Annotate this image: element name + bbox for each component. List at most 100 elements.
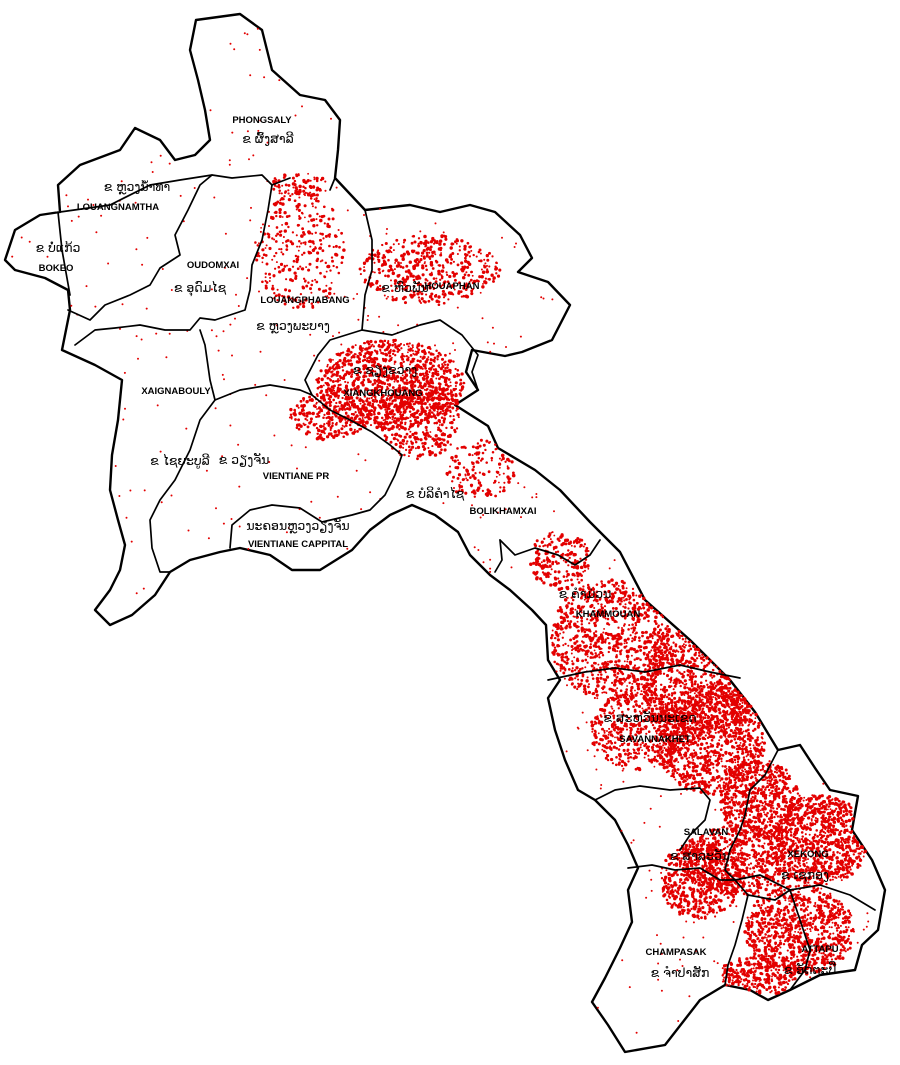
incident-dot	[456, 252, 459, 256]
incident-dot	[593, 634, 597, 638]
incident-dot	[438, 424, 441, 426]
incident-dot	[327, 424, 331, 428]
incident-dot	[394, 354, 397, 357]
incident-dot	[571, 667, 574, 670]
incident-dot	[307, 240, 310, 243]
incident-dot	[623, 624, 626, 627]
incident-dot	[640, 690, 643, 693]
incident-dot	[617, 632, 620, 636]
incident-dot	[424, 425, 428, 429]
incident-dot	[319, 178, 323, 182]
incident-dot	[672, 729, 676, 733]
incident-dot	[410, 440, 413, 443]
incident-dot	[301, 286, 306, 290]
incident-dot	[368, 403, 372, 407]
incident-dot	[350, 375, 353, 378]
incident-dot	[660, 633, 664, 636]
incident-dot	[438, 443, 442, 447]
incident-dot	[401, 266, 405, 269]
incident-dot	[688, 670, 691, 673]
incident-dot	[377, 378, 380, 381]
incident-dot	[452, 415, 455, 418]
incident-dot	[287, 189, 290, 192]
incident-dot	[635, 657, 639, 661]
incident-dot	[589, 651, 593, 655]
incident-dot	[586, 655, 589, 658]
incident-dot	[441, 375, 444, 378]
incident-dot	[718, 783, 721, 786]
incident-dot	[416, 347, 419, 350]
incident-dot	[574, 635, 578, 639]
incident-dot	[396, 439, 400, 442]
incident-dot	[401, 354, 405, 358]
incident-dot	[282, 267, 286, 271]
incident-dot	[602, 631, 605, 634]
incident-dot	[423, 374, 426, 378]
incident-dot	[427, 434, 431, 438]
incident-dot	[393, 377, 398, 381]
incident-dot	[403, 435, 407, 439]
incident-dot	[331, 208, 335, 212]
incident-dot	[654, 676, 657, 680]
incident-dot	[456, 369, 460, 372]
incident-dot	[358, 267, 362, 271]
incident-dot	[684, 637, 687, 640]
incident-dot	[700, 675, 703, 679]
incident-dot	[665, 649, 669, 652]
incident-dot	[394, 298, 398, 302]
incident-dot	[305, 284, 309, 288]
incident-dot	[428, 415, 432, 418]
incident-dot	[569, 620, 573, 623]
incident-dot	[660, 623, 664, 626]
incident-dot	[703, 737, 707, 741]
incident-dot	[344, 360, 348, 363]
incident-dot	[736, 690, 740, 694]
incident-dot	[455, 427, 459, 430]
incident-dot	[713, 664, 715, 667]
incident-dot	[616, 650, 619, 653]
incident-dot	[368, 355, 372, 360]
incident-dot	[392, 243, 395, 246]
incident-dot	[596, 697, 599, 700]
incident-dot	[727, 689, 731, 693]
incident-dot	[429, 431, 432, 433]
incident-dot	[328, 244, 331, 248]
incident-dot	[717, 696, 721, 700]
incident-dot	[448, 401, 453, 406]
incident-dot	[298, 224, 301, 227]
incident-dot	[302, 413, 306, 416]
incident-dot	[601, 654, 605, 657]
incident-dot	[617, 659, 621, 663]
incident-dot	[366, 398, 369, 401]
incident-dot	[631, 623, 634, 626]
incident-dot	[417, 348, 421, 352]
incident-dot	[399, 421, 404, 425]
incident-dot	[736, 744, 739, 748]
incident-dot	[321, 437, 325, 442]
incident-dot	[467, 250, 471, 254]
incident-dot	[441, 409, 445, 412]
incident-dot	[585, 679, 589, 683]
incident-dot	[728, 678, 731, 682]
incident-dot	[351, 381, 356, 385]
incident-dot	[398, 384, 401, 388]
incident-dot	[309, 251, 313, 255]
incident-dot	[612, 645, 615, 648]
incident-dot	[732, 699, 736, 703]
incident-dot	[373, 418, 377, 422]
incident-dot	[668, 763, 672, 767]
incident-dot	[425, 247, 429, 251]
incident-dot	[656, 662, 659, 665]
incident-dot	[676, 678, 680, 682]
incident-dot	[365, 348, 368, 350]
incident-dot	[381, 256, 385, 260]
incident-dot	[393, 420, 396, 423]
incident-dot	[445, 387, 449, 391]
incident-dot	[328, 287, 332, 291]
incident-dot	[366, 421, 369, 424]
incident-dot	[299, 265, 302, 268]
incident-dot	[421, 357, 425, 360]
incident-dot	[378, 404, 382, 409]
incident-dot	[328, 235, 331, 238]
incident-dot	[696, 683, 700, 686]
